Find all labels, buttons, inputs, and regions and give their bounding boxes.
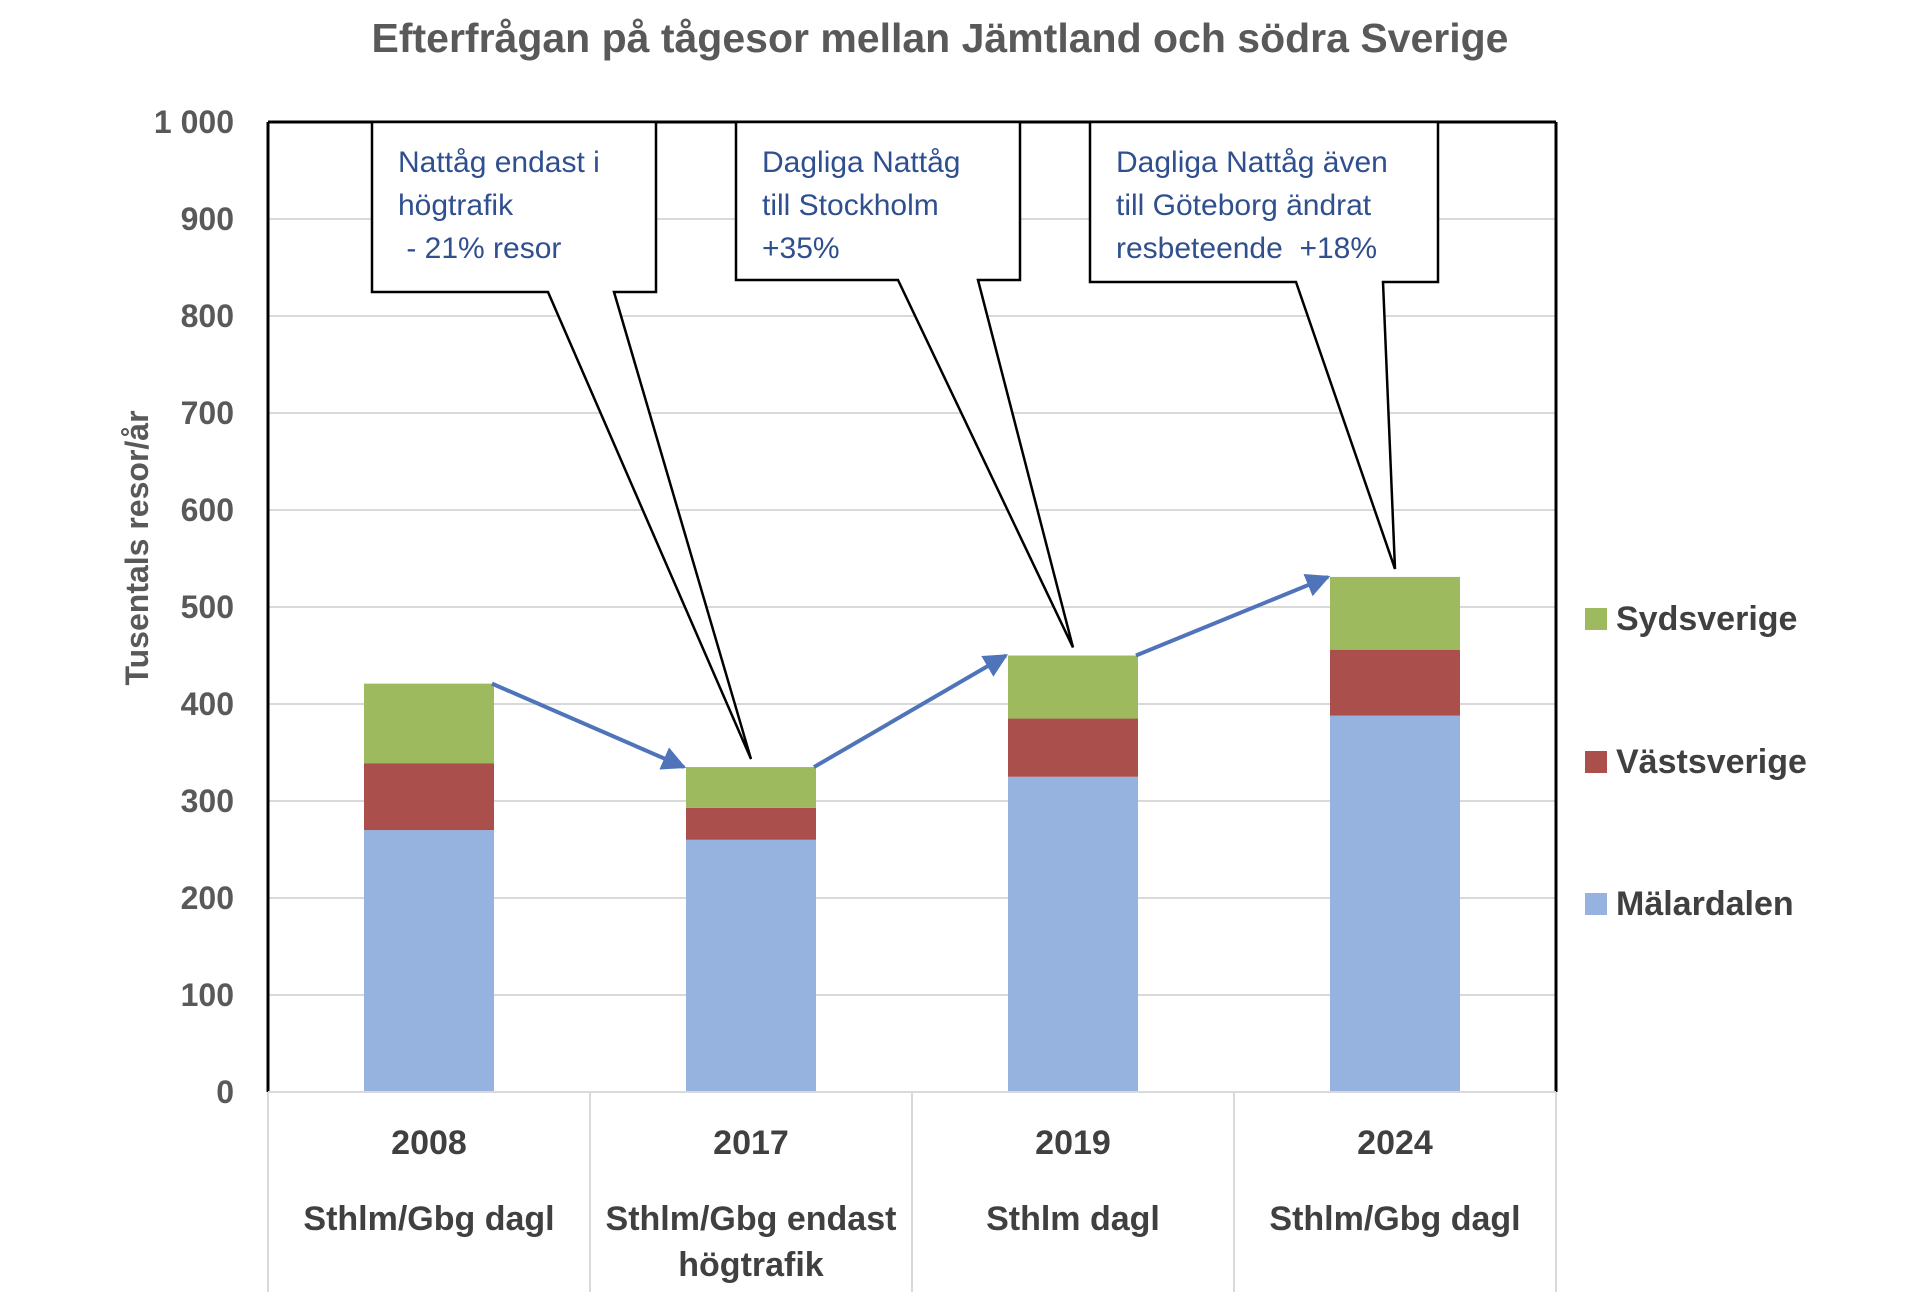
legend-swatch-mlardalen xyxy=(1585,893,1607,915)
bar-sydsverige-2017 xyxy=(686,767,816,808)
legend-swatch-vstsverige xyxy=(1585,751,1607,773)
legend-swatch-sydsverige xyxy=(1585,608,1607,630)
y-tick-label: 800 xyxy=(181,298,234,334)
trend-arrow-2017-2019 xyxy=(812,653,1009,769)
y-tick-label: 900 xyxy=(181,201,234,237)
callouts: Nattåg endast i högtrafik - 21% resor Dagl… xyxy=(370,120,1440,760)
y-tick-label: 0 xyxy=(216,1074,234,1110)
y-axis-ticks: 0 100 200 300 400 500 600 700 800 900 1 000 xyxy=(154,104,234,1110)
category-label-2024: Sthlm/Gbg dagl xyxy=(1269,1200,1520,1238)
category-label-2017: högtrafik xyxy=(678,1246,824,1284)
legend-label-mlardalen: Mälardalen xyxy=(1616,885,1794,923)
category-year-2024: 2024 xyxy=(1357,1124,1433,1162)
y-tick-label: 1 000 xyxy=(154,104,234,140)
category-label-2008: Sthlm/Gbg dagl xyxy=(303,1200,554,1238)
bar-vstsverige-2008 xyxy=(364,763,494,831)
callout-text-line: högtrafik xyxy=(398,189,514,222)
trend-arrows xyxy=(491,574,1331,770)
callout-text-line: till Stockholm xyxy=(762,189,939,222)
callout-text-line: resbeteende +18% xyxy=(1116,232,1377,265)
bar-vstsverige-2024 xyxy=(1330,649,1460,716)
trend-arrow-2019-2024 xyxy=(1135,574,1331,658)
category-label-2017: Sthlm/Gbg endast xyxy=(606,1200,897,1238)
y-tick-label: 600 xyxy=(181,492,234,528)
y-tick-label: 100 xyxy=(181,977,234,1013)
callout-text-line: till Göteborg ändrat xyxy=(1116,189,1372,222)
callout-text-line: +35% xyxy=(762,232,840,265)
bars xyxy=(364,576,1460,1092)
category-label-2019: Sthlm dagl xyxy=(986,1200,1160,1238)
bar-vstsverige-2019 xyxy=(1008,718,1138,777)
bar-sydsverige-2024 xyxy=(1330,576,1460,650)
chart-title: Efterfrågan på tågesor mellan Jämtland o… xyxy=(372,15,1509,61)
callout-text-line: Dagliga Nattåg xyxy=(762,146,960,179)
category-year-2019: 2019 xyxy=(1035,1124,1111,1162)
callout-box-2019 xyxy=(734,120,1075,649)
bar-mlardalen-2008 xyxy=(364,830,494,1092)
bar-mlardalen-2017 xyxy=(686,839,816,1092)
bar-sydsverige-2019 xyxy=(1008,655,1138,719)
bar-mlardalen-2019 xyxy=(1008,776,1138,1092)
y-tick-label: 700 xyxy=(181,395,234,431)
legend: Sydsverige Västsverige Mälardalen xyxy=(1585,600,1807,923)
y-tick-label: 300 xyxy=(181,783,234,819)
bar-sydsverige-2008 xyxy=(364,683,494,764)
callout-text-line: Dagliga Nattåg även xyxy=(1116,146,1388,179)
category-year-2017: 2017 xyxy=(713,1124,789,1162)
category-table: 2008 Sthlm/Gbg dagl 2017 Sthlm/Gbg endast hö… xyxy=(267,1092,1557,1292)
callout-text-line: - 21% resor xyxy=(398,232,561,265)
legend-label-vstsverige: Västsverige xyxy=(1616,743,1807,781)
bar-vstsverige-2017 xyxy=(686,807,816,840)
category-year-2008: 2008 xyxy=(391,1124,467,1162)
callout-box-2024 xyxy=(1088,120,1440,570)
trend-arrow-2008-2017 xyxy=(491,681,687,770)
callout-text-line: Nattåg endast i xyxy=(398,146,600,179)
y-axis-label: Tusentals resor/år xyxy=(119,410,155,685)
callout-box-2017 xyxy=(370,120,753,760)
y-tick-label: 500 xyxy=(181,589,234,625)
y-tick-label: 200 xyxy=(181,880,234,916)
legend-label-sydsverige: Sydsverige xyxy=(1616,600,1797,638)
y-tick-label: 400 xyxy=(181,686,234,722)
bar-mlardalen-2024 xyxy=(1330,715,1460,1092)
